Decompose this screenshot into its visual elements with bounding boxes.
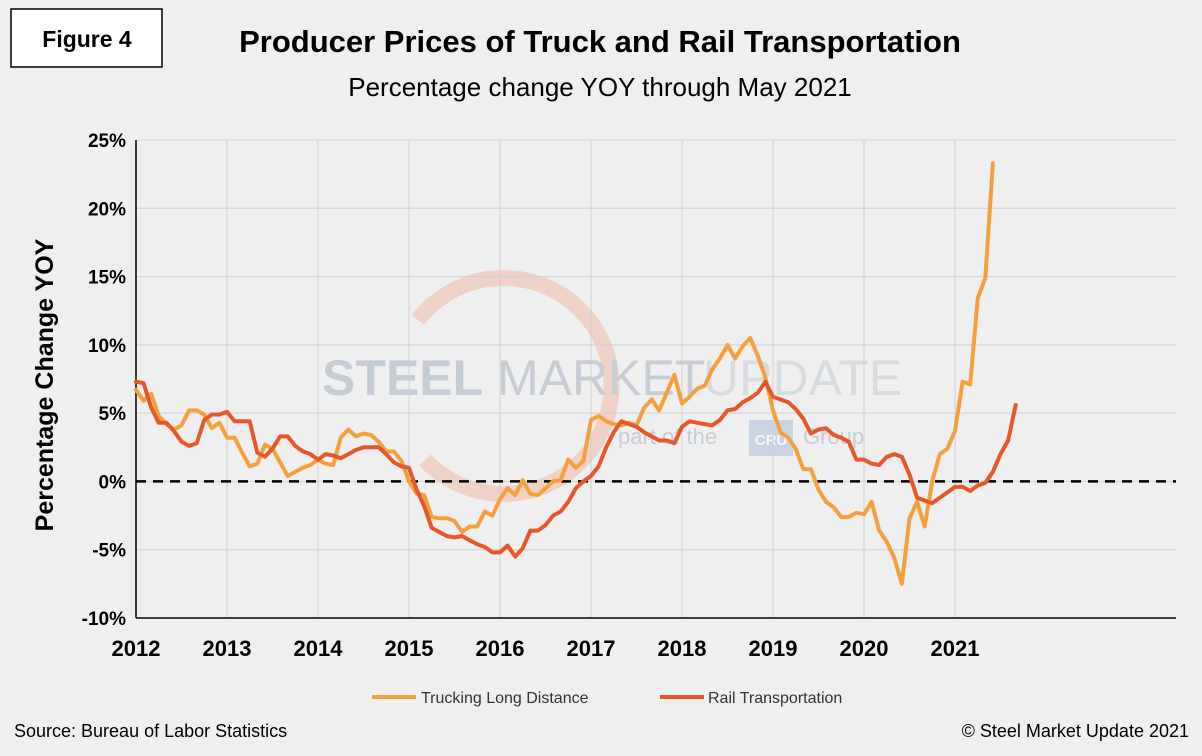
legend-label-trucking: Trucking Long Distance — [421, 690, 589, 707]
chart-title: Producer Prices of Truck and Rail Transp… — [239, 24, 961, 59]
watermark-cru-text: CRU — [755, 432, 788, 449]
watermark: STEEL MARKET UPDATE part of the CRU Grou… — [322, 269, 902, 502]
x-tick-label: 2020 — [840, 636, 889, 661]
watermark-swoosh — [411, 269, 620, 502]
y-axis-title: Percentage Change YOY — [31, 238, 59, 531]
x-tick-labels: 2012 2013 2014 2015 2016 2017 2018 2019 2020 2021 — [112, 636, 980, 661]
watermark-brand-bold: STEEL — [322, 350, 483, 406]
legend-label-rail: Rail Transportation — [708, 690, 842, 707]
figure-label: Figure 4 — [42, 26, 132, 52]
x-tick-label: 2015 — [385, 636, 434, 661]
x-tick-label: 2012 — [112, 636, 161, 661]
y-tick-label: 20% — [88, 199, 126, 220]
y-tick-label: -5% — [92, 541, 126, 562]
legend: Trucking Long Distance Rail Transportati… — [372, 690, 842, 707]
figure-label-box — [10, 8, 163, 68]
y-tick-labels: -10% -5% 0% 5% 10% 15% 20% 25% — [82, 131, 126, 630]
y-tick-label: 15% — [88, 268, 126, 289]
x-tick-label: 2021 — [931, 636, 980, 661]
source-note: Source: Bureau of Labor Statistics — [14, 721, 287, 741]
x-tick-label: 2019 — [749, 636, 798, 661]
x-tick-label: 2016 — [476, 636, 525, 661]
y-tick-label: 25% — [88, 131, 126, 152]
y-tick-label: 0% — [99, 472, 127, 493]
watermark-brand-mid: MARKET — [497, 350, 705, 406]
series-line-trucking-long-distance — [134, 161, 995, 586]
x-tick-label: 2013 — [203, 636, 252, 661]
x-tick-label: 2017 — [567, 636, 616, 661]
y-tick-label: 10% — [88, 336, 126, 357]
y-tick-label: 5% — [99, 404, 127, 425]
x-tick-label: 2014 — [294, 636, 344, 661]
x-tick-label: 2018 — [658, 636, 707, 661]
watermark-tagline-pre: part of the — [618, 424, 717, 449]
y-tick-label: -10% — [82, 609, 126, 630]
chart-subtitle: Percentage change YOY through May 2021 — [348, 72, 852, 102]
copyright-note: © Steel Market Update 2021 — [962, 721, 1189, 741]
series-line-rail-transportation — [134, 379, 1018, 559]
